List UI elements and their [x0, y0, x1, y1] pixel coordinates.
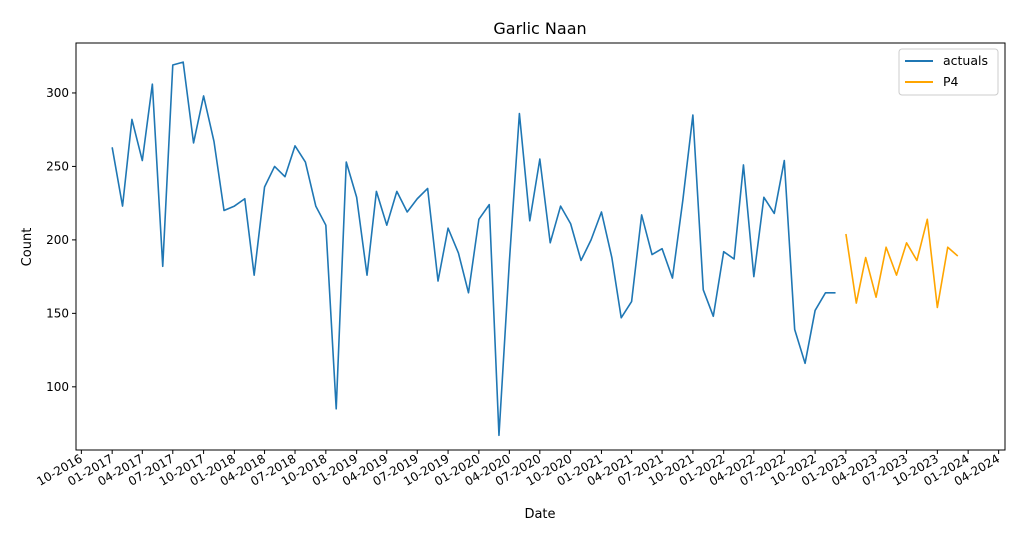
y-tick-label: 150 — [46, 306, 69, 320]
y-tick-label: 300 — [46, 86, 69, 100]
y-axis: 100 150 200 250 300 — [46, 86, 76, 394]
plot-frame — [75, 42, 1006, 451]
series-line-actuals — [111, 61, 836, 437]
series-lines — [111, 61, 959, 437]
y-tick-label: 100 — [46, 380, 69, 394]
legend-label-p4: P4 — [943, 74, 959, 89]
legend-label-actuals: actuals — [943, 53, 988, 68]
y-tick-label: 250 — [46, 159, 69, 173]
legend: actuals P4 — [898, 48, 999, 96]
series-line-p4 — [845, 218, 959, 309]
y-tick-label: 200 — [46, 233, 69, 247]
chart-title: Garlic Naan — [493, 19, 586, 38]
y-axis-title: Count — [20, 228, 35, 267]
x-axis-title: Date — [524, 507, 555, 522]
